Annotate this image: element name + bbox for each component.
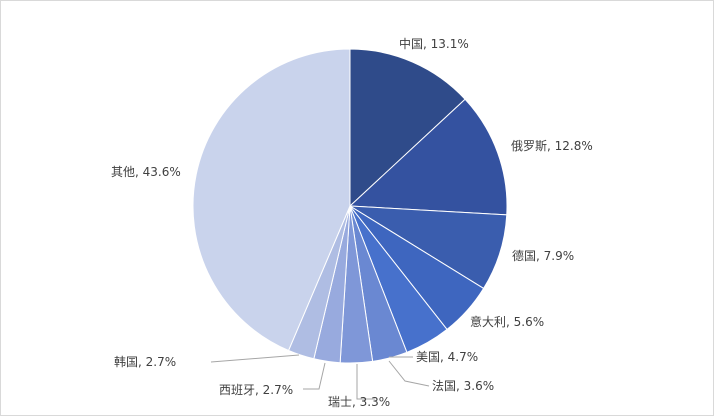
pie-slice-2 <box>348 98 508 216</box>
data-labels: 中国, 13.1% 俄罗斯, 12.8% 德国, 7.9% 意大利, 5.6% 美国, … <box>111 36 593 409</box>
leader-line-9 <box>210 354 300 363</box>
data-label-10: 其他, 43.6% <box>111 165 181 179</box>
data-label-8: 西班牙, 2.7% <box>219 383 293 397</box>
data-label-3: 德国, 7.9% <box>512 248 574 263</box>
leader-line-8 <box>303 362 326 390</box>
data-label-2: 俄罗斯, 12.8% <box>511 139 593 153</box>
data-label-1: 中国, 13.1% <box>399 36 469 51</box>
data-label-5: 美国, 4.7% <box>416 350 478 364</box>
leader-lines <box>210 354 430 400</box>
pie-slice-1 <box>349 48 466 208</box>
data-label-7: 瑞士, 3.3% <box>328 395 390 409</box>
pie-slice-10 <box>192 48 351 352</box>
data-label-6: 法国, 3.6% <box>432 379 494 393</box>
leader-line-7 <box>356 364 375 400</box>
data-label-9: 韩国, 2.7% <box>114 354 176 369</box>
leader-line-6 <box>388 360 430 387</box>
data-label-4: 意大利, 5.6% <box>470 314 544 329</box>
pie-slices <box>192 48 508 364</box>
